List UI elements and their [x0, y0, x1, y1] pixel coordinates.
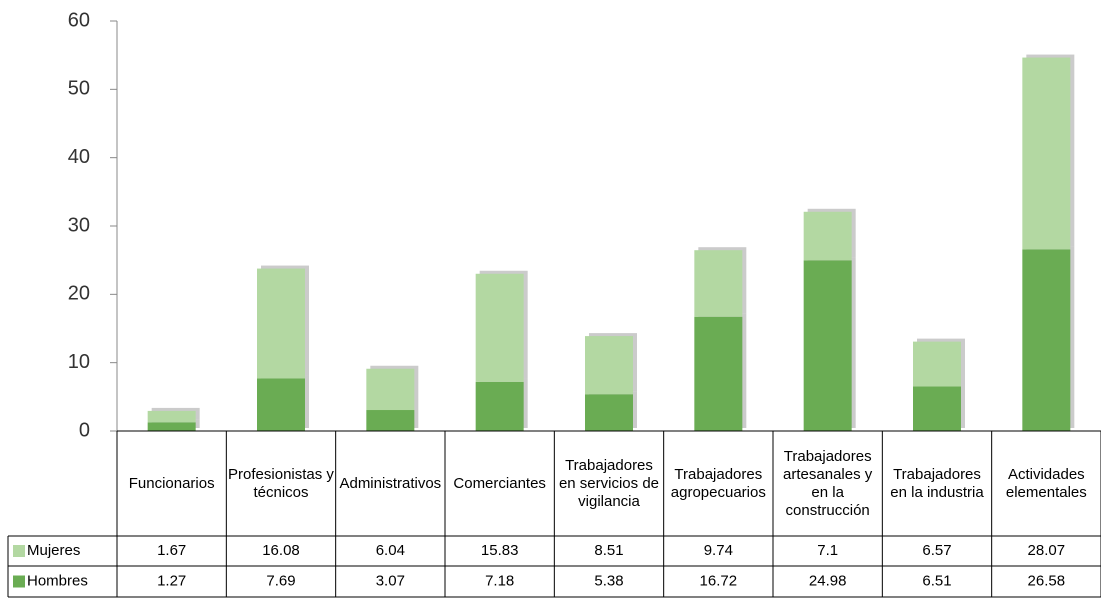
x-tick-label: Trabajadores en la industria — [890, 465, 984, 501]
bar-segment — [803, 211, 852, 261]
bar-segment — [1022, 57, 1071, 250]
y-tick-label: 0 — [79, 419, 90, 441]
table-value: 7.18 — [485, 572, 514, 589]
x-tick-label: Actividades elementales — [1005, 465, 1087, 501]
bar-segment — [803, 260, 852, 431]
legend-label: Hombres — [27, 572, 88, 589]
bar-segment — [585, 394, 633, 431]
x-tick-label: Trabajadores artesanales y en la constru… — [783, 447, 873, 519]
table-value: 1.27 — [157, 572, 186, 589]
bar-segment — [475, 381, 524, 431]
x-tick-label: Trabajadores agropecuarios — [670, 465, 766, 501]
category-cell: Administrativos — [339, 474, 442, 492]
table-value: 6.04 — [376, 542, 405, 559]
category-cell: Trabajadores artesanales y en la constru… — [783, 447, 873, 519]
bar-segment — [1022, 249, 1071, 431]
legend-key — [13, 575, 25, 588]
bar-segment — [366, 368, 415, 411]
table-value: 3.07 — [376, 572, 405, 589]
category-cell: Comerciantes — [453, 474, 546, 492]
table-value: 9.74 — [704, 542, 733, 559]
bar-segment — [913, 386, 961, 431]
table-value: 7.1 — [817, 542, 838, 559]
bar-segment — [913, 341, 961, 387]
y-tick-label: 10 — [68, 351, 90, 373]
bar-segment — [694, 316, 743, 431]
bar-segment — [366, 410, 415, 431]
table-value: 6.51 — [922, 572, 951, 589]
y-tick-label: 40 — [68, 146, 90, 168]
x-tick-label: Profesionistas y técnicos — [228, 465, 334, 501]
category-cell: Profesionistas y técnicos — [228, 465, 334, 501]
category-cell: Funcionarios — [128, 474, 215, 492]
table-value: 28.07 — [1028, 542, 1066, 559]
table-value: 16.72 — [700, 572, 738, 589]
bar-segment — [147, 422, 196, 431]
table-value: 8.51 — [594, 542, 623, 559]
category-cell: Trabajadores agropecuarios — [670, 465, 766, 501]
x-tick-label: Funcionarios — [128, 474, 215, 492]
category-cell: Trabajadores en la industria — [890, 465, 984, 501]
table-value: 15.83 — [481, 542, 519, 559]
y-tick-label: 60 — [68, 9, 90, 31]
x-tick-label: Administrativos — [339, 474, 442, 492]
x-tick-label: Trabajadores en servicios de vigilancia — [558, 456, 660, 510]
table-value: 6.57 — [922, 542, 951, 559]
table-value: 1.67 — [157, 542, 186, 559]
category-cell: Actividades elementales — [1005, 465, 1087, 501]
table-value: 5.38 — [594, 572, 623, 589]
bar-segment — [585, 336, 633, 395]
y-tick-label: 30 — [68, 214, 90, 236]
legend-key — [13, 545, 25, 557]
y-tick-label: 50 — [68, 78, 90, 100]
bar-segment — [147, 410, 196, 423]
table-value: 7.69 — [266, 572, 295, 589]
bar-segment — [475, 273, 524, 382]
bar-segment — [257, 268, 305, 379]
table-value: 26.58 — [1028, 572, 1066, 589]
table-value: 16.08 — [262, 542, 300, 559]
bar-segment — [694, 250, 743, 317]
y-tick-label: 20 — [68, 283, 90, 305]
category-cell: Trabajadores en servicios de vigilancia — [558, 456, 660, 510]
table-value: 24.98 — [809, 572, 847, 589]
bar-segment — [257, 378, 305, 431]
x-tick-label: Comerciantes — [453, 474, 546, 492]
legend-label: Mujeres — [27, 542, 80, 559]
